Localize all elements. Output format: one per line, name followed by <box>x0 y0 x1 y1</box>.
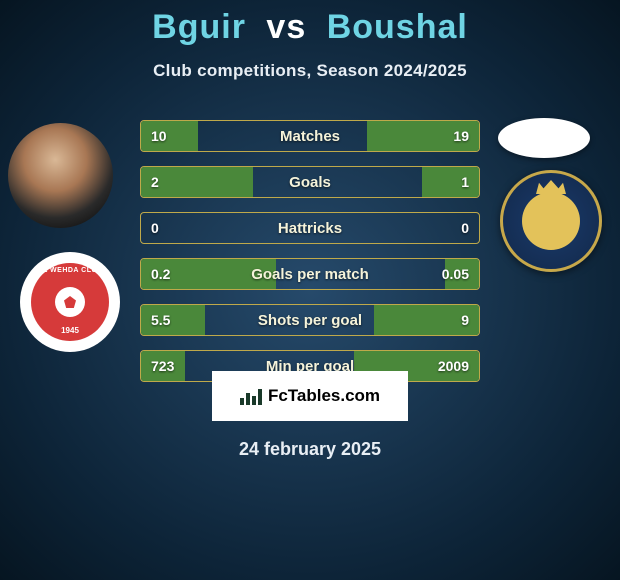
club-left-year: 1945 <box>61 326 79 335</box>
vs-separator: vs <box>266 8 306 46</box>
stat-value-left: 723 <box>151 358 174 374</box>
player1-club-badge: AL WEHDA CLUB 1945 <box>20 252 120 352</box>
stat-label: Goals <box>289 174 331 191</box>
stat-value-right: 1 <box>461 174 469 190</box>
player2-club-badge <box>500 170 602 272</box>
club-right-inner <box>522 192 580 250</box>
player1-name: Bguir <box>152 8 246 46</box>
stat-value-right: 2009 <box>438 358 469 374</box>
player2-name: Boushal <box>327 8 468 46</box>
stat-row: 5.5 Shots per goal 9 <box>140 304 480 336</box>
stat-fill-left <box>141 121 198 151</box>
stat-row: 0.2 Goals per match 0.05 <box>140 258 480 290</box>
stat-label: Hattricks <box>278 220 342 237</box>
stat-value-left: 5.5 <box>151 312 170 328</box>
stat-label: Matches <box>280 128 340 145</box>
stat-value-left: 10 <box>151 128 167 144</box>
club-badge-inner: AL WEHDA CLUB 1945 <box>31 263 109 341</box>
comparison-date: 24 february 2025 <box>0 439 620 460</box>
stat-fill-right <box>422 167 479 197</box>
stat-row: 10 Matches 19 <box>140 120 480 152</box>
competition-subtitle: Club competitions, Season 2024/2025 <box>0 61 620 81</box>
comparison-title: Bguir vs Boushal <box>0 0 620 47</box>
stat-row: 2 Goals 1 <box>140 166 480 198</box>
stat-value-left: 0.2 <box>151 266 170 282</box>
stat-label: Goals per match <box>251 266 369 283</box>
player1-avatar <box>8 123 113 228</box>
stat-value-right: 0 <box>461 220 469 236</box>
stat-value-right: 0.05 <box>442 266 469 282</box>
stat-row: 0 Hattricks 0 <box>140 212 480 244</box>
stat-label: Shots per goal <box>258 312 362 329</box>
fctables-logo: FcTables.com <box>212 371 408 421</box>
stat-value-left: 2 <box>151 174 159 190</box>
stat-value-right: 19 <box>453 128 469 144</box>
chart-icon <box>240 387 262 405</box>
football-icon <box>55 287 85 317</box>
stat-value-left: 0 <box>151 220 159 236</box>
stat-value-right: 9 <box>461 312 469 328</box>
player2-avatar <box>498 118 590 158</box>
stats-container: 10Matches192Goals10Hattricks00.2Goals pe… <box>140 120 480 396</box>
logo-text: FcTables.com <box>268 386 380 406</box>
crown-icon <box>536 180 566 194</box>
club-left-name: AL WEHDA CLUB <box>37 267 102 274</box>
